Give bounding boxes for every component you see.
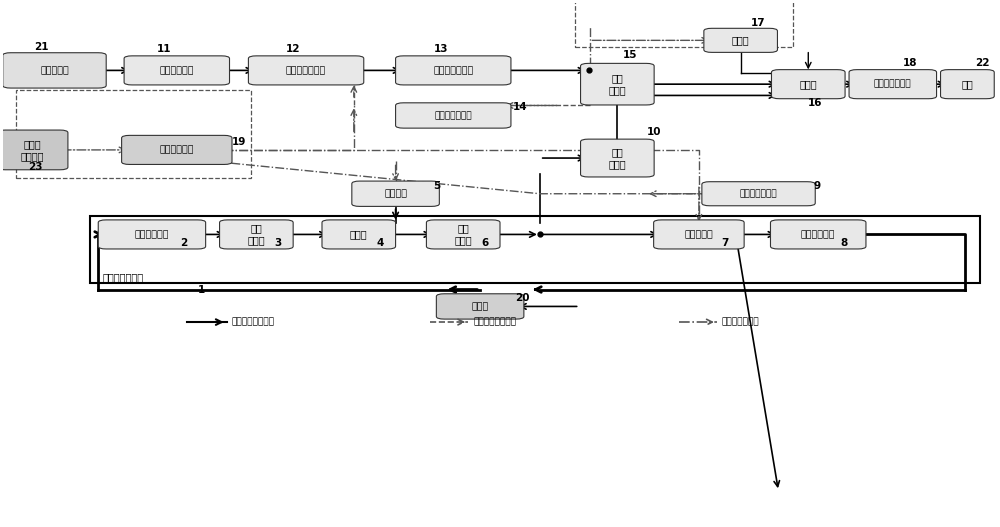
Text: 18: 18	[903, 58, 917, 68]
FancyBboxPatch shape	[581, 139, 654, 177]
Text: 21: 21	[35, 42, 49, 52]
Text: 压缩空气罐: 压缩空气罐	[40, 66, 69, 75]
FancyBboxPatch shape	[122, 135, 232, 164]
FancyBboxPatch shape	[3, 53, 106, 88]
Text: 5: 5	[433, 181, 441, 191]
Text: 2: 2	[180, 238, 187, 248]
Text: 尿素回流接头: 尿素回流接头	[801, 230, 835, 239]
Text: 出液
单向阀: 出液 单向阀	[454, 223, 472, 245]
Text: 16: 16	[808, 98, 823, 108]
Text: 混合室: 混合室	[799, 79, 817, 89]
FancyBboxPatch shape	[436, 294, 524, 319]
Text: 尿素箱: 尿素箱	[471, 302, 489, 311]
FancyBboxPatch shape	[98, 220, 206, 249]
Text: 20: 20	[515, 294, 529, 304]
Text: 13: 13	[433, 44, 448, 54]
Text: 压缩空气流动方向: 压缩空气流动方向	[473, 318, 516, 327]
Text: 辅助控制单元: 辅助控制单元	[160, 145, 194, 154]
Text: 压缩空气接头: 压缩空气接头	[160, 66, 194, 75]
FancyBboxPatch shape	[426, 220, 500, 249]
Text: 19: 19	[232, 137, 246, 147]
Text: 尿素计量泵装置: 尿素计量泵装置	[102, 272, 143, 282]
Text: 喷嘴: 喷嘴	[962, 79, 973, 89]
FancyBboxPatch shape	[581, 63, 654, 105]
FancyBboxPatch shape	[396, 103, 511, 128]
Text: 混合物喷射接头: 混合物喷射接头	[874, 80, 912, 89]
Text: 6: 6	[481, 238, 488, 248]
Text: 12: 12	[286, 44, 301, 54]
Text: 压缩空气电磁阀: 压缩空气电磁阀	[286, 66, 326, 75]
Text: 15: 15	[622, 51, 637, 61]
FancyBboxPatch shape	[0, 130, 68, 170]
Text: 压缩空气调压阀: 压缩空气调压阀	[433, 66, 473, 75]
Text: 第一
单向阀: 第一 单向阀	[609, 73, 626, 95]
FancyBboxPatch shape	[220, 220, 293, 249]
Text: 第二压力传感器: 第二压力传感器	[740, 189, 777, 198]
Text: 7: 7	[721, 238, 728, 248]
FancyBboxPatch shape	[704, 28, 777, 52]
Text: 14: 14	[513, 102, 528, 112]
Text: 9: 9	[813, 181, 820, 191]
Text: 23: 23	[28, 162, 42, 172]
FancyBboxPatch shape	[248, 56, 364, 85]
Text: 尿素电磁阀: 尿素电磁阀	[685, 230, 713, 239]
Text: 17: 17	[751, 18, 765, 28]
FancyBboxPatch shape	[849, 70, 937, 99]
FancyBboxPatch shape	[702, 182, 815, 206]
FancyBboxPatch shape	[124, 56, 230, 85]
Text: 10: 10	[647, 127, 662, 137]
FancyBboxPatch shape	[322, 220, 396, 249]
Text: 第一压力传感器: 第一压力传感器	[434, 111, 472, 120]
Text: 步进电机: 步进电机	[384, 189, 407, 198]
Text: 尿素进液接头: 尿素进液接头	[135, 230, 169, 239]
Text: 3: 3	[274, 238, 282, 248]
FancyBboxPatch shape	[654, 220, 744, 249]
FancyBboxPatch shape	[771, 70, 845, 99]
FancyBboxPatch shape	[770, 220, 866, 249]
FancyBboxPatch shape	[352, 181, 439, 207]
Text: 加热器: 加热器	[732, 35, 749, 45]
Text: 22: 22	[975, 58, 990, 68]
Text: 尿素溶液流动方向: 尿素溶液流动方向	[232, 318, 274, 327]
Text: 发动机
控制单元: 发动机 控制单元	[21, 139, 44, 161]
Text: 8: 8	[840, 238, 847, 248]
Text: 1: 1	[198, 285, 205, 295]
Text: 隔膜泵: 隔膜泵	[350, 229, 368, 239]
Text: 电信号传播方向: 电信号传播方向	[722, 318, 759, 327]
Text: 11: 11	[157, 44, 171, 54]
Text: 4: 4	[377, 238, 384, 248]
Text: 进液
单向阀: 进液 单向阀	[248, 223, 265, 245]
FancyBboxPatch shape	[396, 56, 511, 85]
Text: 第二
单向阀: 第二 单向阀	[609, 147, 626, 169]
FancyBboxPatch shape	[941, 70, 994, 99]
